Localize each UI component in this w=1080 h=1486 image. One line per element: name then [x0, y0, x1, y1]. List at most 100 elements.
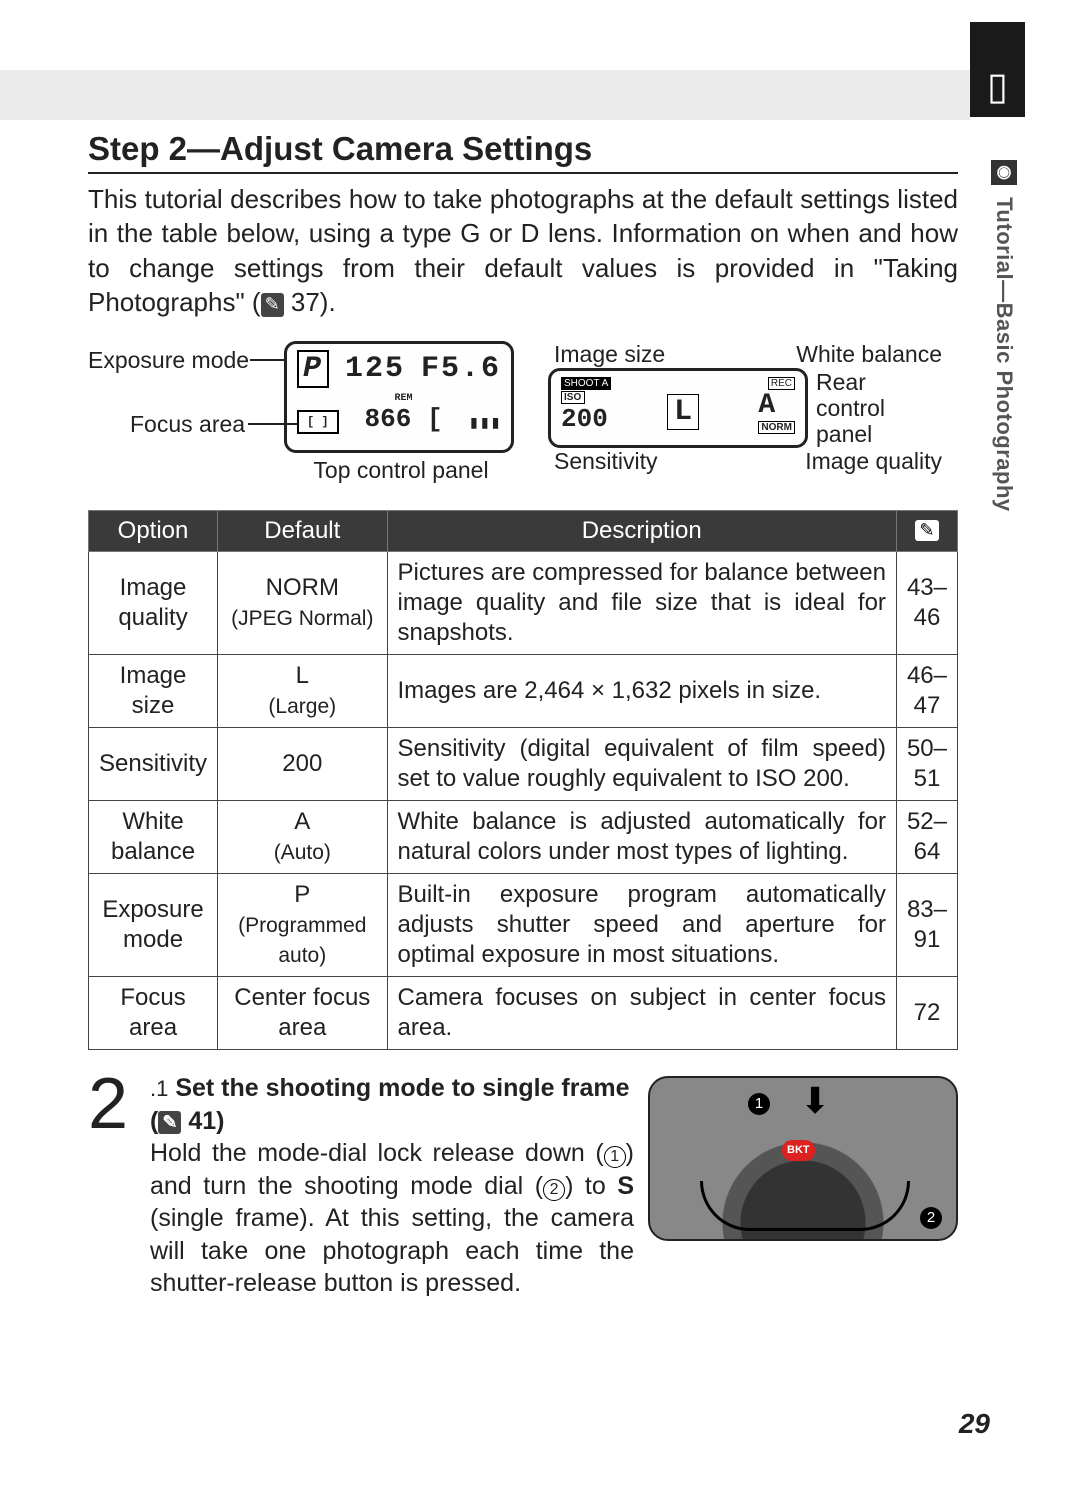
rear-control-panel-group: Image size White balance SHOOT A REC ISO… [548, 341, 948, 484]
step-2-1: 2 ⬇ 1 BKT 2 .1 Set the shooting mode to … [88, 1072, 958, 1300]
table-row: WhitebalanceA(Auto)White balance is adju… [89, 801, 958, 874]
cell-pages: 52–64 [896, 801, 957, 874]
step-number: 2 [88, 1072, 138, 1300]
lcd-shutter: 125 [345, 352, 405, 386]
rear-l1: Rear [816, 369, 885, 395]
label-sensitivity: Sensitivity [554, 448, 658, 475]
label-image-quality: Image quality [805, 448, 942, 475]
cell-default: 200 [218, 728, 387, 801]
rear-l2: control [816, 395, 885, 421]
cell-default: P(Programmed auto) [218, 874, 387, 977]
page-number: 29 [959, 1408, 990, 1440]
arrow-down-icon: ⬇ [800, 1078, 830, 1125]
cell-pages: 43–46 [896, 552, 957, 655]
table-row: ExposuremodeP(Programmed auto)Built-in e… [89, 874, 958, 977]
sidebar-text: Tutorial—Basic Photography [992, 197, 1017, 512]
cell-pages: 72 [896, 977, 957, 1050]
cell-desc: White balance is adjusted automatically … [387, 801, 896, 874]
circled-1: 1 [604, 1146, 626, 1168]
mode-dial-illustration: ⬇ 1 BKT 2 [648, 1076, 958, 1241]
chapter-tab: ▯ [970, 22, 1025, 117]
rec-label: REC [768, 377, 795, 390]
marker-1: 1 [748, 1093, 770, 1115]
step-title: .1 Set the shooting mode to single frame… [150, 1074, 630, 1135]
camera-glyph-icon: ◉ [991, 160, 1017, 185]
page-ref-icon: ✎ [158, 1111, 181, 1134]
th-description: Description [387, 511, 896, 552]
sidebar-chapter-label: ◉ Tutorial—Basic Photography [991, 160, 1017, 512]
label-exposure-mode: Exposure mode [88, 347, 249, 374]
lcd-rem: REM 866 [ [365, 394, 443, 434]
norm-label: NORM [758, 421, 795, 434]
bracket: [ [427, 404, 443, 434]
rear-label-block: Rear control panel [816, 369, 885, 448]
step-heading: Step 2—Adjust Camera Settings [88, 130, 958, 174]
intro-ref-num: 37). [291, 287, 336, 317]
marker-2: 2 [920, 1207, 942, 1229]
intro-paragraph: This tutorial describes how to take phot… [88, 182, 958, 319]
cell-option: Imagequality [89, 552, 218, 655]
table-row: Sensitivity200Sensitivity (digital equiv… [89, 728, 958, 801]
wb-block: A NORM [758, 390, 795, 434]
header-band [0, 70, 970, 120]
cell-desc: Built-in exposure program automatically … [387, 874, 896, 977]
sp-a: Hold the mode-dial lock release down ( [150, 1139, 604, 1167]
page-ref-icon: ✎ [261, 293, 284, 317]
cell-option: Sensitivity [89, 728, 218, 801]
cell-option: Imagesize [89, 655, 218, 728]
intro-text: This tutorial describes how to take phot… [88, 184, 958, 317]
cell-pages: 50–51 [896, 728, 957, 801]
lcd-aperture: F5.6 [421, 352, 501, 386]
leader-line [248, 423, 298, 425]
sp-s: S [617, 1172, 634, 1200]
cell-desc: Pictures are compressed for balance betw… [387, 552, 896, 655]
cell-default: A(Auto) [218, 801, 387, 874]
table-row: ImagequalityNORM(JPEG Normal)Pictures ar… [89, 552, 958, 655]
cell-default: Center focus area [218, 977, 387, 1050]
shoot-label: SHOOT A [561, 377, 611, 390]
lcd-mode: P [297, 350, 329, 388]
step-sub: .1 [150, 1076, 168, 1101]
top-lcd: P 125 F5.6 [ ] REM 866 [ ▮▮▮ [284, 341, 514, 453]
cell-default: L(Large) [218, 655, 387, 728]
battery-icon: ▮▮▮ [468, 412, 501, 434]
table-row: ImagesizeL(Large)Images are 2,464 × 1,63… [89, 655, 958, 728]
step-body: ⬇ 1 BKT 2 .1 Set the shooting mode to si… [150, 1072, 958, 1300]
iso-value: 200 [561, 404, 608, 434]
cell-pages: 83–91 [896, 874, 957, 977]
leader-line [250, 359, 285, 361]
th-option: Option [89, 511, 218, 552]
label-image-size: Image size [554, 341, 665, 368]
camera-icon: ▯ [987, 68, 1008, 106]
cell-desc: Sensitivity (digital equivalent of film … [387, 728, 896, 801]
iso-block: ISO 200 [561, 391, 608, 434]
iso-lbl: ISO [561, 391, 585, 404]
cell-desc: Images are 2,464 × 1,632 pixels in size. [387, 655, 896, 728]
wb-value: A [758, 390, 775, 421]
th-ref: ✎ [896, 511, 957, 552]
rem-value: 866 [365, 404, 412, 434]
label-focus-area: Focus area [130, 411, 245, 438]
step-title-ref: 41) [181, 1107, 224, 1135]
cell-default: NORM(JPEG Normal) [218, 552, 387, 655]
top-panel-caption: Top control panel [284, 457, 518, 484]
rear-l3: panel [816, 421, 885, 447]
cell-option: Whitebalance [89, 801, 218, 874]
sp-d: (single frame). At this setting, the cam… [150, 1204, 634, 1297]
curve-arrow [700, 1181, 910, 1231]
label-white-balance: White balance [796, 341, 942, 368]
settings-table: Option Default Description ✎ Imagequalit… [88, 510, 958, 1050]
bkt-badge: BKT [782, 1140, 815, 1160]
table-body: ImagequalityNORM(JPEG Normal)Pictures ar… [89, 552, 958, 1050]
table-row: FocusareaCenter focus areaCamera focuses… [89, 977, 958, 1050]
rear-lcd: SHOOT A REC ISO 200 L A NORM [548, 368, 808, 448]
control-panels: Exposure mode Focus area P 125 F5.6 [ ] … [88, 341, 958, 484]
cell-pages: 46–47 [896, 655, 957, 728]
top-control-panel-group: Exposure mode Focus area P 125 F5.6 [ ] … [88, 341, 518, 484]
circled-2: 2 [543, 1179, 565, 1201]
cell-desc: Camera focuses on subject in center focu… [387, 977, 896, 1050]
focus-area-icon: [ ] [297, 410, 339, 434]
cell-option: Focusarea [89, 977, 218, 1050]
size-value: L [667, 394, 699, 430]
page-content: Step 2—Adjust Camera Settings This tutor… [88, 130, 958, 1300]
